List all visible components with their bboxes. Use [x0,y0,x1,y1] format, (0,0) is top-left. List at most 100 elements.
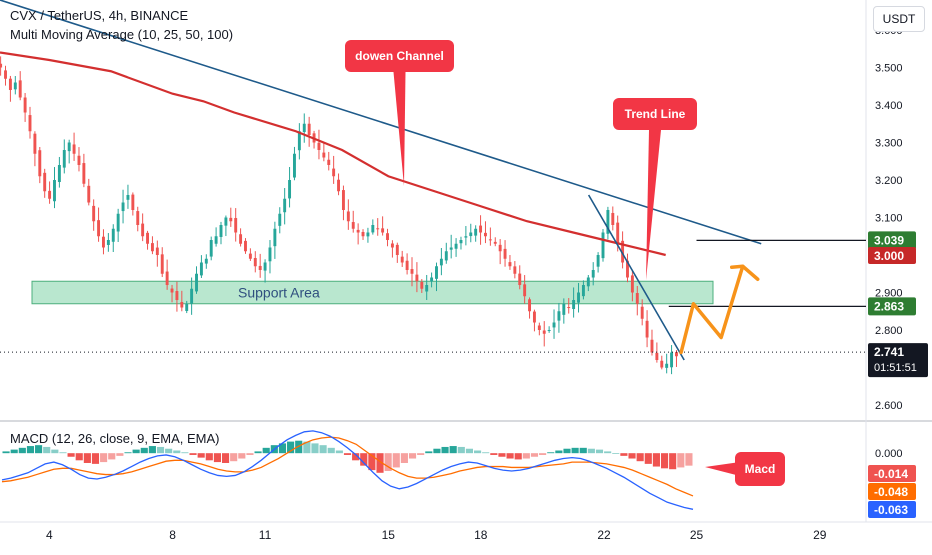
channel-callout: dowen Channel [345,40,454,186]
macd-histogram-bar [547,452,555,454]
macd-histogram-bar [555,450,563,454]
macd-histogram-bar [604,451,612,454]
macd-histogram-bar [173,450,181,454]
candle-body [116,213,120,232]
currency-button[interactable]: USDT [873,6,925,32]
candle-body [283,198,287,213]
candle [224,215,228,237]
time-tick-label: 15 [382,528,396,542]
candle-body [121,202,125,212]
candle-body [415,274,419,282]
candle-body [190,288,194,304]
macd-histogram-bar [660,453,669,469]
macd-histogram-bar [189,453,197,455]
price-tick-label: 2.900 [875,288,903,300]
candle-body [214,236,218,244]
candle [557,302,561,333]
candle-body [239,234,243,244]
macd-histogram-bar [465,448,474,454]
candle-body [165,271,169,285]
macd-line [1,430,694,510]
macd-histogram-bar [10,449,18,454]
macd-histogram-bar [165,448,173,454]
candle [263,259,267,283]
candle [449,234,453,259]
macd-histogram-bar [75,453,83,461]
macd-histogram-bar [482,452,490,454]
candle-body [102,236,105,248]
price-tick-label: 2.600 [875,400,903,412]
candle-body [660,360,664,368]
candle-body [341,190,345,210]
candle-body [53,180,56,202]
candle [361,229,365,240]
candle [38,146,42,184]
macd-histogram-bar [205,453,213,461]
macd-histogram-bar [35,445,43,454]
macd-value-label: -0.014 [874,467,908,481]
candle-body [518,273,522,285]
macd-histogram-bar [26,446,35,454]
trendline-callout-box [613,98,697,130]
candle-body [400,256,404,263]
trendline-callout: Trend Line [613,98,697,280]
candle-body [611,212,615,225]
candle [33,131,37,167]
candle-body [8,78,12,90]
candle-body [371,225,375,233]
macd-histogram-bar [539,453,547,455]
channel-callout-pointer [393,72,406,186]
candle [13,76,17,95]
macd-histogram-bar [221,453,230,463]
candle [518,265,522,290]
macd-histogram-bar [400,453,408,463]
price-tick-label: 3.400 [875,100,903,112]
macd-callout-box [735,452,785,486]
candle [464,226,468,246]
candle-body [219,225,223,237]
candle-body [209,240,213,257]
candle [28,106,32,139]
candle [102,229,105,255]
candle [4,65,7,86]
candle-body [175,291,179,300]
macd-histogram-bar [343,453,352,455]
candle-body [606,210,610,234]
macd-histogram-bar [140,447,148,454]
candle [57,156,61,188]
candle [621,231,625,269]
macd-histogram-bar [100,453,108,463]
candle-body [454,243,458,249]
candle-body [498,244,502,252]
macd-histogram-bar [124,452,132,454]
candle [43,168,47,198]
candle [302,113,306,143]
candle [180,290,184,312]
candle-body [640,306,644,319]
time-tick-label: 11 [259,528,272,542]
macd-histogram-bar [278,443,287,454]
candle [400,250,404,267]
macd-histogram-bar [311,443,319,454]
candle [219,221,223,245]
candle [150,236,154,255]
candle [199,255,203,278]
candle [498,239,502,265]
candle [670,345,674,375]
macd-histogram-bar [530,453,539,457]
candle [371,219,375,235]
candle-body [444,251,448,261]
candle-body [346,211,350,222]
candle [386,228,389,247]
macd-histogram-bar [498,453,506,457]
candle-body [38,150,42,177]
candle [469,223,473,243]
price-tick-label: 3.300 [875,138,903,150]
candle [8,75,12,102]
candle-body [621,240,625,263]
candle [278,207,282,234]
trendline-callout-label: Trend Line [625,107,686,121]
candle-body [567,307,571,309]
